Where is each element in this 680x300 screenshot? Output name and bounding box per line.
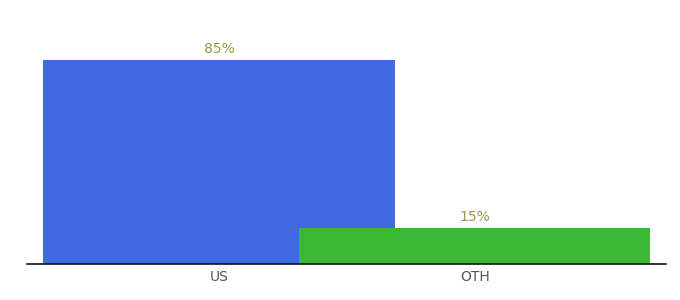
Bar	[43, 60, 394, 264]
Bar	[299, 228, 650, 264]
Text: 15%: 15%	[459, 210, 490, 224]
Text: 85%: 85%	[203, 42, 235, 56]
